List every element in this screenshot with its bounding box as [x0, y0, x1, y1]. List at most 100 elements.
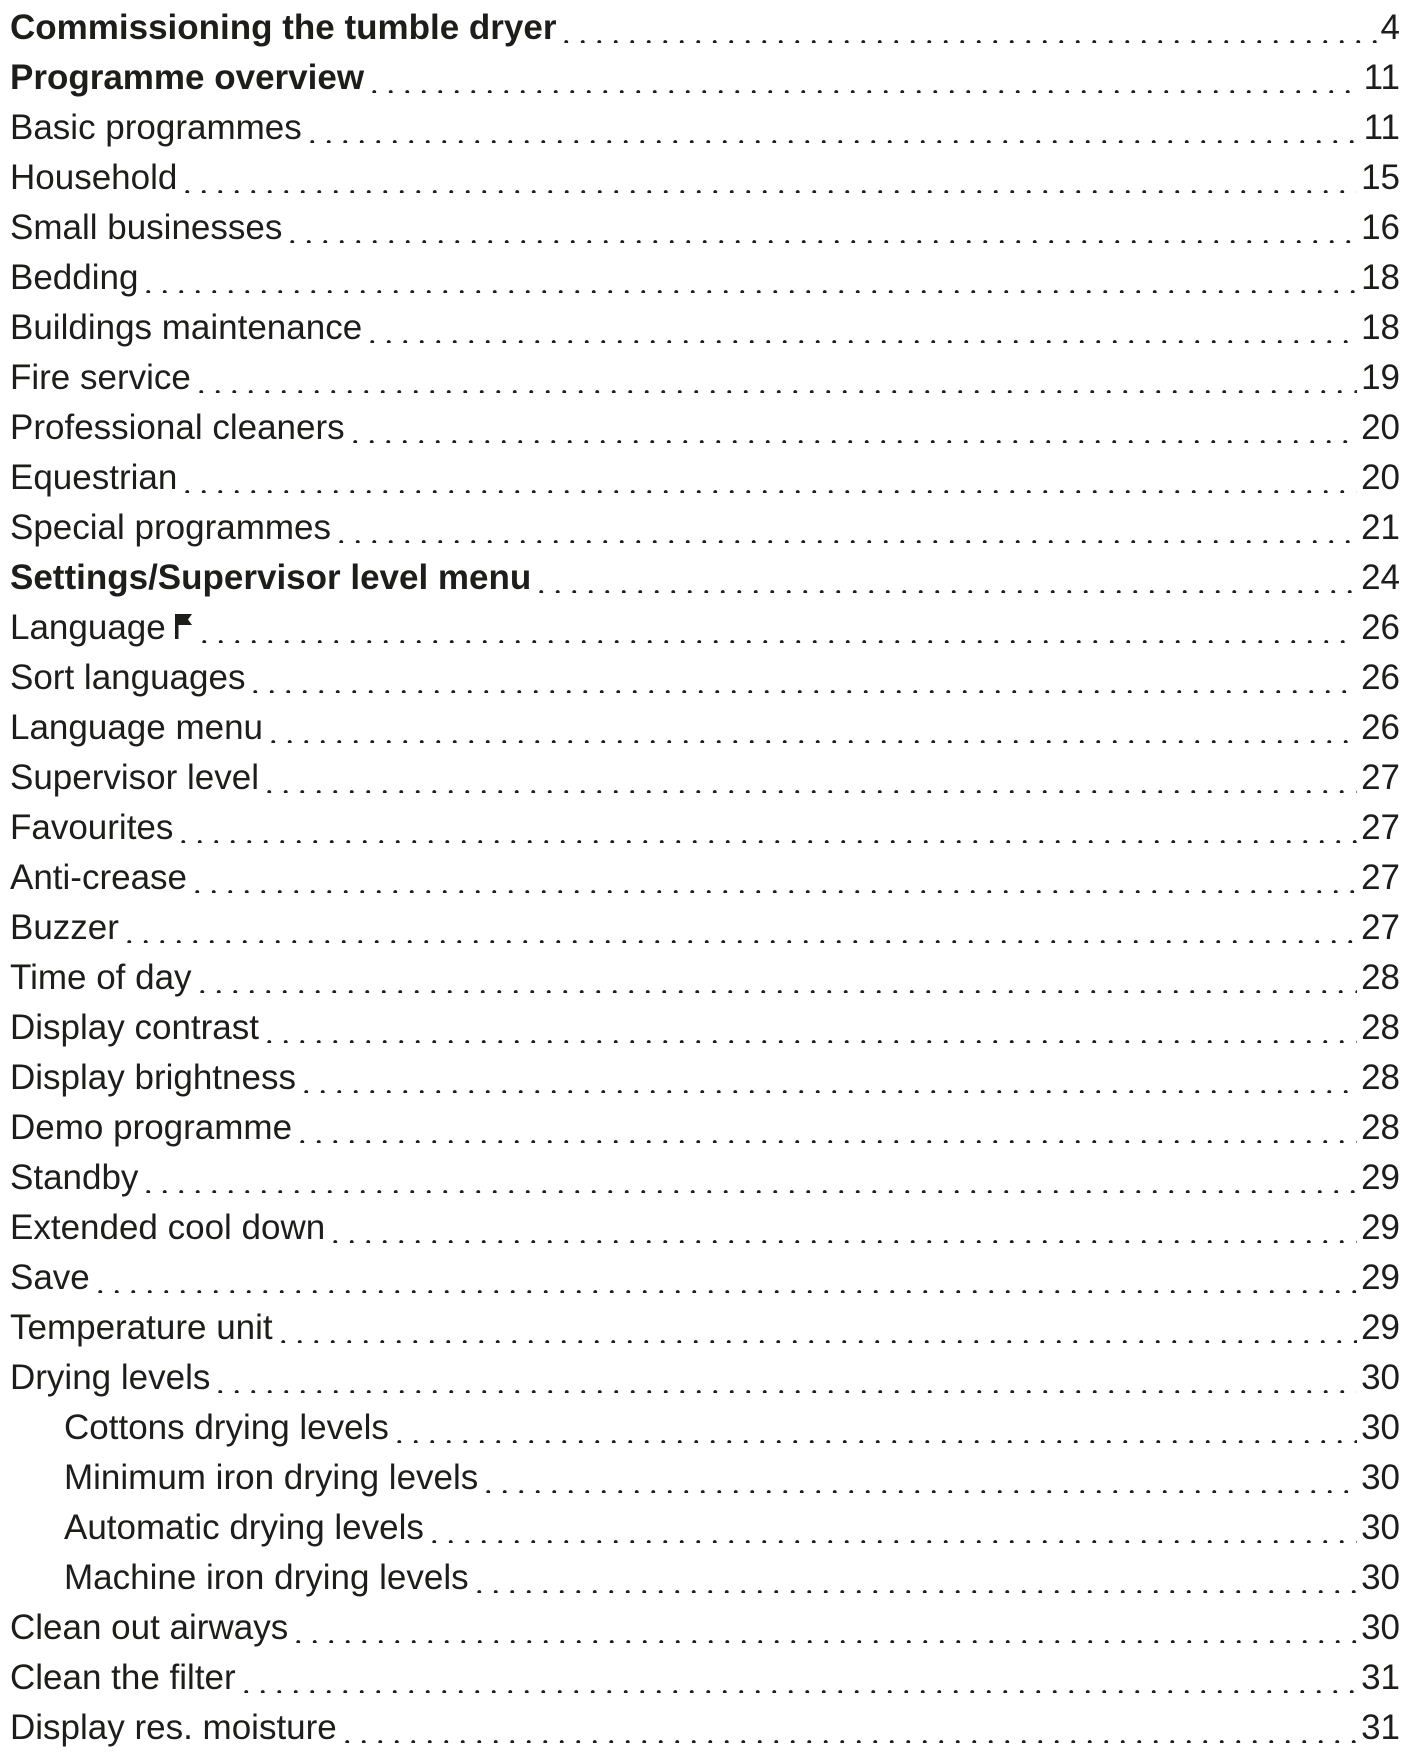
toc-entry-text: Extended cool down	[10, 1208, 326, 1247]
toc-entry-label: Supervisor level	[10, 753, 259, 803]
toc-entry[interactable]: Commissioning the tumble dryer 4	[10, 3, 1400, 53]
toc-entry-label: Save	[10, 1253, 90, 1303]
toc-entry[interactable]: Buildings maintenance 18	[10, 303, 1400, 353]
toc-entry[interactable]: Settings/Supervisor level menu 24	[10, 553, 1400, 603]
toc-entry-label: Clean out airways	[10, 1603, 288, 1653]
toc-entry-label: Language menu	[10, 703, 263, 753]
toc-page-number: 26	[1361, 658, 1400, 697]
toc-entry-text: Special programmes	[10, 508, 331, 547]
toc-entry[interactable]: Standby 29	[10, 1153, 1400, 1203]
toc-page-number: 18	[1361, 308, 1400, 347]
toc-entry[interactable]: Language 26	[10, 603, 1400, 653]
toc-page-number: 4	[1380, 8, 1400, 47]
toc-page-number: 28	[1361, 1008, 1400, 1047]
toc-page-number: 16	[1361, 208, 1400, 247]
toc-entry-label: Bedding	[10, 253, 138, 303]
toc-entry[interactable]: Display res. moisture 31	[10, 1703, 1400, 1753]
toc-entry-text: Minimum iron drying levels	[64, 1458, 479, 1497]
toc-entry[interactable]: Display brightness 28	[10, 1053, 1400, 1103]
dot-leader	[364, 307, 1358, 343]
toc-entry-label: Time of day	[10, 953, 192, 1003]
toc-entry[interactable]: Display contrast 28	[10, 1003, 1400, 1053]
toc-page-number: 30	[1361, 1608, 1400, 1647]
toc-page-number: 27	[1361, 808, 1400, 847]
toc-entry[interactable]: Machine iron drying levels 30	[10, 1553, 1400, 1603]
toc-entry[interactable]: Supervisor level 27	[10, 753, 1400, 803]
toc-page-number: 29	[1361, 1308, 1400, 1347]
toc-entry-label: Sort languages	[10, 653, 245, 703]
toc-entry[interactable]: Time of day 28	[10, 953, 1400, 1003]
dot-leader	[425, 1507, 1358, 1543]
toc-entry-text: Equestrian	[10, 458, 178, 497]
toc-entry[interactable]: Clean the filter 31	[10, 1653, 1400, 1703]
toc-entry-label: Programme overview	[10, 53, 364, 103]
toc-entry[interactable]: Drying levels 30	[10, 1353, 1400, 1403]
toc-entry-text: Household	[10, 158, 178, 197]
toc-entry-text: Language	[10, 608, 166, 647]
toc-entry-text: Demo programme	[10, 1108, 293, 1147]
toc-entry[interactable]: Buzzer 27	[10, 903, 1400, 953]
toc-entry[interactable]: Minimum iron drying levels 30	[10, 1453, 1400, 1503]
toc-page-number: 26	[1361, 608, 1400, 647]
toc-entry[interactable]: Cottons drying levels 30	[10, 1403, 1400, 1453]
toc-entry[interactable]: Language menu 26	[10, 703, 1400, 753]
toc-entry-label: Minimum iron drying levels	[10, 1453, 478, 1503]
toc-entry[interactable]: Save 29	[10, 1253, 1400, 1303]
toc-entry-label: Language	[10, 603, 194, 653]
toc-entry-text: Buildings maintenance	[10, 308, 363, 347]
toc-entry-label: Machine iron drying levels	[10, 1553, 469, 1603]
toc-entry-label: Display res. moisture	[10, 1703, 337, 1753]
toc-entry[interactable]: Extended cool down 29	[10, 1203, 1400, 1253]
toc-entry-text: Time of day	[10, 958, 192, 997]
toc-entry-label: Display contrast	[10, 1003, 259, 1053]
toc-entry[interactable]: Professional cleaners 20	[10, 403, 1400, 453]
toc-entry-text: Sort languages	[10, 658, 246, 697]
dot-leader	[175, 807, 1358, 843]
toc-entry[interactable]: Anti-crease 27	[10, 853, 1400, 903]
toc-entry-text: Display res. moisture	[10, 1708, 337, 1747]
toc-entry[interactable]: Special programmes 21	[10, 503, 1400, 553]
toc-entry-text: Display brightness	[10, 1058, 296, 1097]
dot-leader	[237, 1657, 1358, 1693]
dot-leader	[558, 7, 1377, 43]
dot-leader	[189, 857, 1358, 893]
toc-entry-text: Buzzer	[10, 908, 119, 947]
toc-entry-label: Buzzer	[10, 903, 119, 953]
dot-leader	[390, 1407, 1358, 1443]
toc-page-number: 29	[1361, 1258, 1400, 1297]
toc-page-number: 30	[1361, 1408, 1400, 1447]
dot-leader	[470, 1557, 1358, 1593]
toc-entry[interactable]: Basic programmes 11	[10, 103, 1400, 153]
toc-entry[interactable]: Small businesses 16	[10, 203, 1400, 253]
toc-entry[interactable]: Sort languages 26	[10, 653, 1400, 703]
dot-leader	[332, 507, 1358, 543]
toc-entry[interactable]: Programme overview 11	[10, 53, 1400, 103]
toc-entry-text: Cottons drying levels	[64, 1408, 389, 1447]
dot-leader	[290, 1607, 1358, 1643]
toc-page-number: 26	[1361, 708, 1400, 747]
toc-page-number: 20	[1361, 458, 1400, 497]
toc-entry-label: Demo programme	[10, 1103, 292, 1153]
dot-leader	[294, 1107, 1358, 1143]
toc-page-number: 24	[1361, 558, 1400, 597]
dot-leader	[480, 1457, 1358, 1493]
toc-entry[interactable]: Demo programme 28	[10, 1103, 1400, 1153]
toc-page-number: 30	[1361, 1358, 1400, 1397]
toc-entry-label: Clean the filter	[10, 1653, 236, 1703]
toc-entry[interactable]: Automatic drying levels 30	[10, 1503, 1400, 1553]
toc-entry[interactable]: Bedding 18	[10, 253, 1400, 303]
toc-entry[interactable]: Household 15	[10, 153, 1400, 203]
toc-entry-label: Standby	[10, 1153, 138, 1203]
toc-entry[interactable]: Clean out airways 30	[10, 1603, 1400, 1653]
toc-entry-text: Standby	[10, 1158, 139, 1197]
dot-leader	[195, 607, 1358, 643]
toc-entry-text: Programme overview	[10, 58, 365, 97]
toc-entry-label: Extended cool down	[10, 1203, 325, 1253]
toc-page-number: 15	[1361, 158, 1400, 197]
toc-entry[interactable]: Temperature unit 29	[10, 1303, 1400, 1353]
toc-entry[interactable]: Fire service 19	[10, 353, 1400, 403]
toc-page-number: 19	[1361, 358, 1400, 397]
dot-leader	[260, 1007, 1358, 1043]
toc-entry[interactable]: Favourites 27	[10, 803, 1400, 853]
toc-entry[interactable]: Equestrian 20	[10, 453, 1400, 503]
